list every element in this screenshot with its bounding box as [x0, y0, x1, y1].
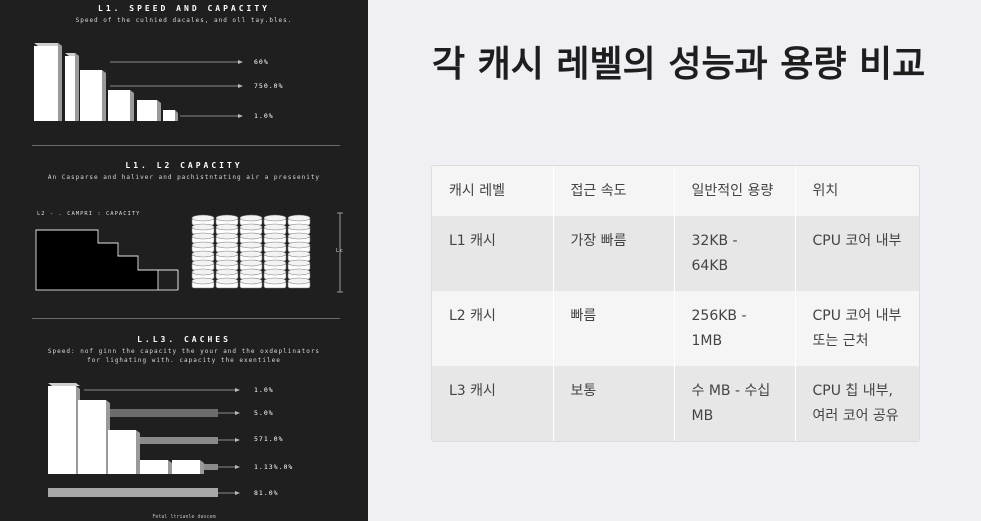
- disk-platter-top: [263, 232, 287, 240]
- section3-subtitle-line2: for lighating with. capacity the exentil…: [87, 357, 281, 364]
- table-cell: 32KB - 64KB: [674, 216, 796, 291]
- disk-platter-top: [191, 214, 215, 222]
- cache-infographic: L1. SPEED AND CAPACITY Speed of the culn…: [0, 0, 368, 521]
- section3-label-1: 1.0%: [254, 386, 274, 394]
- disk-platter-top: [215, 277, 239, 285]
- disk-platter-top: [215, 241, 239, 249]
- disk-platter-top: [287, 250, 311, 258]
- disk-platter-top: [239, 268, 263, 276]
- disk-platter-top: [215, 268, 239, 276]
- table-cell: CPU 칩 내부, 여러 코어 공유: [812, 383, 899, 424]
- disk-platter-top: [263, 259, 287, 267]
- disk-platter-top: [191, 268, 215, 276]
- content-panel: 각 캐시 레벨의 성능과 용량 비교 캐시 레벨 접근 속도 일반적인 용량 위…: [368, 0, 981, 521]
- section2-side-label: Lc: [336, 248, 345, 254]
- section3-subtitle-line1: Speed: nof ginn the capacity the your an…: [47, 348, 321, 355]
- disk-platter-top: [191, 277, 215, 285]
- table-row: L2 캐시 빠름 256KB - 1MB CPU 코어 내부 또는 근처: [432, 291, 919, 366]
- section1-subtitle: Speed of the culnied dacales, and oll ta…: [75, 17, 293, 24]
- header-typical-capacity: 일반적인 용량: [674, 166, 796, 216]
- disk-platter-top: [239, 250, 263, 258]
- disk-platter-top: [263, 268, 287, 276]
- disk-platter-top: [191, 232, 215, 240]
- header-cache-level: 캐시 레벨: [432, 166, 554, 216]
- section-divider-2: [32, 318, 340, 319]
- disk-platter-top: [239, 259, 263, 267]
- header-access-speed: 접근 속도: [553, 166, 675, 216]
- disk-platter-top: [287, 277, 311, 285]
- table-cell: 보통: [553, 366, 675, 441]
- section1-title: L1. SPEED AND CAPACITY: [98, 4, 270, 13]
- section-divider-1: [32, 145, 340, 146]
- section2-staircase-chart: [35, 212, 343, 293]
- table-cell: CPU 코어 내부: [812, 233, 902, 249]
- disk-platter-top: [287, 268, 311, 276]
- disk-platter-top: [239, 241, 263, 249]
- disk-platter-top: [287, 214, 311, 222]
- page-title: 각 캐시 레벨의 성능과 용량 비교: [432, 44, 926, 85]
- section1-bar-chart: [34, 43, 243, 121]
- section1-label-1: 60%: [254, 58, 269, 66]
- section3-label-4: 1.13%.0%: [254, 463, 294, 471]
- disk-platter-top: [239, 223, 263, 231]
- section3-label-3: 571.0%: [254, 435, 284, 443]
- disk-platter-top: [239, 277, 263, 285]
- section3-label-5: 81.0%: [254, 489, 279, 497]
- section3-title: L.L3. CACHES: [137, 335, 231, 344]
- table-header-row: 캐시 레벨 접근 속도 일반적인 용량 위치: [432, 166, 919, 216]
- disk-platter-top: [287, 223, 311, 231]
- disk-platter-top: [263, 277, 287, 285]
- disk-platter-top: [287, 259, 311, 267]
- section2-title: L1. L2 CAPACITY: [125, 161, 243, 170]
- disk-platter-top: [215, 223, 239, 231]
- section2-chart-label: L2 - . CAMPRI : CAPACITY: [37, 211, 141, 217]
- disk-platter-top: [239, 232, 263, 240]
- infographic-footer: Fetal ltrianle dascem: [152, 514, 216, 520]
- table-row: L1 캐시 가장 빠름 32KB - 64KB CPU 코어 내부: [432, 216, 919, 291]
- disk-platter-top: [191, 250, 215, 258]
- table-cell: L2 캐시: [432, 291, 554, 366]
- header-location: 위치: [812, 183, 839, 199]
- table-cell: 256KB - 1MB: [674, 291, 796, 366]
- comparison-table: 캐시 레벨 접근 속도 일반적인 용량 위치 L1 캐시 가장 빠름 32KB …: [431, 165, 920, 442]
- section2-subtitle: An Casparse and haliver and pachistntati…: [47, 174, 321, 181]
- disk-platter-top: [287, 241, 311, 249]
- table-cell: L1 캐시: [432, 216, 554, 291]
- disk-platter-top: [191, 223, 215, 231]
- disk-platter-top: [263, 241, 287, 249]
- table-row: L3 캐시 보통 수 MB - 수십 MB CPU 칩 내부, 여러 코어 공유: [432, 366, 919, 441]
- disk-platter-top: [263, 223, 287, 231]
- table-cell: L3 캐시: [432, 366, 554, 441]
- section1-label-3: 1.0%: [254, 112, 274, 120]
- section1-label-2: 750.0%: [254, 82, 284, 90]
- section2-disk-stacks: [191, 214, 311, 289]
- disk-platter-top: [287, 232, 311, 240]
- table-cell: CPU 코어 내부 또는 근처: [812, 308, 902, 349]
- disk-platter-top: [263, 250, 287, 258]
- disk-platter-top: [215, 250, 239, 258]
- section3-bar-chart: [48, 383, 240, 497]
- disk-platter-top: [191, 259, 215, 267]
- disk-platter-top: [215, 232, 239, 240]
- table-cell: 빠름: [553, 291, 675, 366]
- disk-platter-top: [263, 214, 287, 222]
- section3-label-2: 5.0%: [254, 409, 274, 417]
- disk-platter-top: [239, 214, 263, 222]
- disk-platter-top: [215, 259, 239, 267]
- disk-platter-top: [191, 241, 215, 249]
- table-cell: 가장 빠름: [553, 216, 675, 291]
- infographic-graphics: [34, 43, 343, 497]
- disk-platter-top: [215, 214, 239, 222]
- table-cell: 수 MB - 수십 MB: [674, 366, 796, 441]
